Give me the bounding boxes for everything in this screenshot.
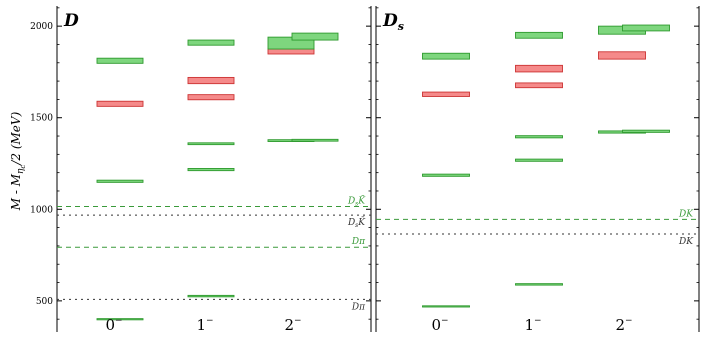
threshold-label-main: DK xyxy=(678,209,694,219)
energy-level-green xyxy=(515,135,563,139)
category-label-main: 1 xyxy=(524,316,534,333)
category-label: 0− xyxy=(431,316,448,333)
energy-level-green xyxy=(515,158,563,162)
energy-level-green xyxy=(96,57,144,64)
energy-level-green xyxy=(422,52,470,60)
energy-level-red xyxy=(267,48,315,55)
panel-title: D xyxy=(63,11,79,31)
category-label-sup: − xyxy=(206,316,214,326)
category-label-sup: − xyxy=(115,316,123,326)
energy-level-red xyxy=(422,91,470,97)
category-label: 1− xyxy=(196,316,213,333)
energy-level-green xyxy=(622,129,670,133)
threshold-label: Dπ xyxy=(351,237,366,247)
y-axis-label-main: M - M xyxy=(9,173,23,211)
energy-level-green xyxy=(422,173,470,177)
energy-level-red xyxy=(515,64,563,73)
threshold-label-main: D xyxy=(347,197,355,207)
category-label-main: 0 xyxy=(105,316,115,333)
category-label: 0− xyxy=(105,316,122,333)
y-axis-label-sub: η xyxy=(16,168,26,174)
category-label-main: 0 xyxy=(431,316,441,333)
threshold-label-rest: K̄ xyxy=(357,217,366,229)
category-label-sup: − xyxy=(625,316,633,326)
energy-level-green xyxy=(515,31,563,39)
category-label-sup: − xyxy=(534,316,542,326)
energy-level-red xyxy=(187,76,235,85)
y-axis-label-subsub: c xyxy=(19,165,27,169)
y-tick-label: 1500 xyxy=(30,114,53,124)
panel-title-main: D xyxy=(382,11,398,31)
panel-title-sub: s xyxy=(398,20,404,33)
energy-level-red xyxy=(187,94,235,101)
panel-title-main: D xyxy=(63,11,79,31)
energy-level-red xyxy=(96,100,144,107)
category-label-sup: − xyxy=(441,316,449,326)
threshold-label-sub: s xyxy=(355,222,358,229)
threshold-label: DK xyxy=(678,209,694,219)
panel-title: Ds xyxy=(382,11,404,33)
energy-level-green xyxy=(622,24,670,32)
energy-level-green xyxy=(96,318,144,321)
y-axis-label-rest: /2 (MeV) xyxy=(9,111,23,165)
energy-level-red xyxy=(598,51,646,60)
threshold-label-main: Dπ xyxy=(351,237,366,247)
threshold-label: DK xyxy=(678,237,694,247)
energy-level-green xyxy=(515,283,563,286)
threshold-label-main: Dπ xyxy=(351,302,366,312)
threshold-label: Dπ xyxy=(351,302,366,312)
threshold-label: DsK̄ xyxy=(347,217,366,230)
category-label-main: 1 xyxy=(196,316,206,333)
threshold-label-main: DK xyxy=(678,237,694,247)
energy-level-green xyxy=(267,36,315,50)
category-label: 2− xyxy=(615,316,632,333)
threshold-label-sub: s xyxy=(355,201,358,208)
y-tick-label: 2000 xyxy=(30,22,53,32)
energy-level-red xyxy=(515,82,563,89)
energy-level-green xyxy=(187,294,235,298)
energy-level-green xyxy=(96,179,144,183)
energy-level-green xyxy=(187,39,235,46)
y-axis-label: M - Mηc/2 (MeV) xyxy=(9,111,27,211)
category-label-sup: − xyxy=(294,316,302,326)
y-tick-label: 1000 xyxy=(30,205,53,215)
category-label-main: 2 xyxy=(615,316,625,333)
energy-level-green xyxy=(187,142,235,146)
threshold-label-rest: K̄ xyxy=(357,195,366,207)
energy-level-green xyxy=(291,32,339,41)
threshold-label: DsK̄ xyxy=(347,195,366,208)
energy-level-green xyxy=(422,305,470,308)
category-label-main: 2 xyxy=(284,316,294,333)
category-label: 2− xyxy=(284,316,301,333)
category-label: 1− xyxy=(524,316,541,333)
energy-level-green xyxy=(291,138,339,142)
threshold-label-main: D xyxy=(347,218,355,228)
y-tick-label: 500 xyxy=(36,297,53,307)
energy-level-green xyxy=(187,168,235,172)
